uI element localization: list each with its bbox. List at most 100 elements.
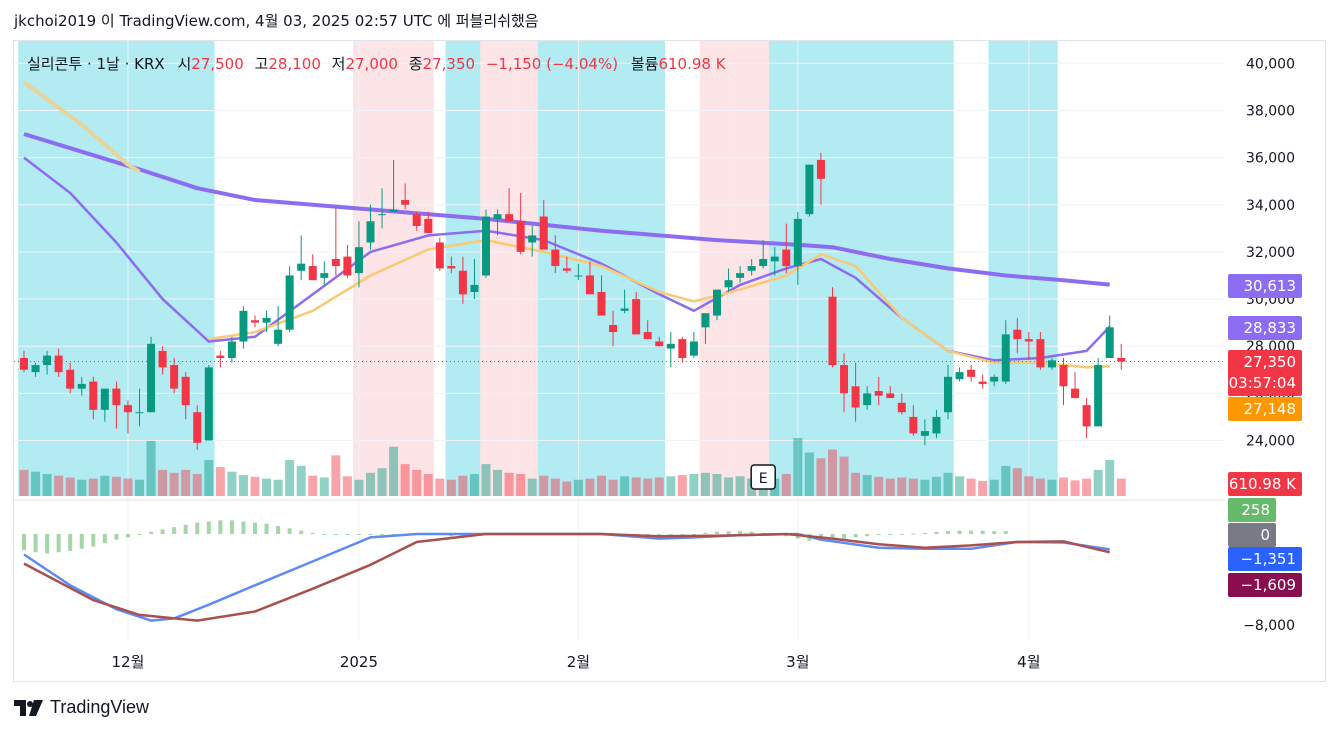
candle xyxy=(851,362,860,422)
macd-histogram-bar xyxy=(842,534,847,539)
candle xyxy=(1059,357,1068,406)
volume-bar xyxy=(1001,465,1011,496)
candle xyxy=(551,235,560,274)
candle xyxy=(666,332,675,368)
macd-histogram-bar xyxy=(206,521,211,534)
candle xyxy=(366,204,375,250)
time-tick-label: 3월 xyxy=(786,653,809,671)
macd-histogram-bar xyxy=(657,534,662,535)
publish-header: jkchoi2019 이 TradingView.com, 4월 03, 202… xyxy=(14,12,539,30)
candle xyxy=(978,374,987,389)
price-tick-label: 38,000 xyxy=(1246,103,1295,119)
earnings-marker: E xyxy=(750,464,776,490)
candle-body xyxy=(528,235,537,243)
candle xyxy=(458,256,467,304)
volume-bar xyxy=(319,477,329,496)
candle-body xyxy=(20,357,28,370)
candle-body xyxy=(574,275,583,277)
macd-histogram-bar xyxy=(922,532,927,534)
candle xyxy=(482,209,490,278)
candle xyxy=(1105,315,1114,358)
candle-body xyxy=(1094,365,1103,427)
candle xyxy=(66,362,75,394)
volume-bar xyxy=(562,481,572,496)
candle-body xyxy=(343,256,352,276)
close-label: 종 xyxy=(408,55,423,73)
macd-histogram-bar xyxy=(68,534,73,552)
macd-histogram-bar xyxy=(715,531,719,534)
candle-body xyxy=(724,280,733,288)
candle xyxy=(354,221,363,288)
candle-body xyxy=(1013,329,1022,340)
candle xyxy=(897,393,906,415)
candle-body xyxy=(609,324,618,333)
candle-body xyxy=(458,270,467,295)
macd-axis-label-text: 258 xyxy=(1241,501,1270,519)
macd-histogram-bar xyxy=(172,527,177,534)
candle-body xyxy=(204,367,213,441)
candle xyxy=(470,258,479,300)
candle xyxy=(285,266,294,333)
candle-body xyxy=(77,383,86,389)
candle-body xyxy=(158,350,167,368)
candle xyxy=(447,256,456,274)
time-tick-label: 2025 xyxy=(340,653,378,671)
candle xyxy=(435,237,444,271)
macd-histogram-bar xyxy=(310,532,315,534)
price-axis-label: 30,613 xyxy=(1228,274,1302,298)
candle-body xyxy=(100,388,109,410)
candle xyxy=(770,247,779,276)
candle-body xyxy=(990,376,999,382)
volume-bar xyxy=(527,478,537,496)
volume-bar xyxy=(1059,477,1068,496)
candle xyxy=(77,376,86,396)
volume-bar xyxy=(446,479,456,496)
macd-histogram-bar xyxy=(888,534,893,535)
volume-bar xyxy=(955,476,965,496)
volume-bar xyxy=(308,475,318,496)
candle-body xyxy=(643,332,652,340)
macd-histogram-bar xyxy=(91,534,96,547)
volume-bar xyxy=(516,473,526,496)
candle xyxy=(736,266,745,283)
earnings-marker-box xyxy=(750,464,776,490)
volume-bar xyxy=(585,478,595,496)
candle xyxy=(689,332,698,358)
volume-bar xyxy=(181,469,191,496)
candle-body xyxy=(874,390,883,396)
macd-axis-label-box xyxy=(1228,523,1276,547)
candle xyxy=(412,211,421,231)
macd-axis-label: −1,609 xyxy=(1228,573,1302,597)
volume-bar xyxy=(989,479,999,496)
candle xyxy=(147,336,156,413)
candle xyxy=(401,183,410,210)
candle-body xyxy=(805,164,814,215)
volume-value: 610.98 K xyxy=(658,55,726,73)
volume-bar xyxy=(423,473,433,496)
candle-body xyxy=(216,355,225,358)
candle xyxy=(170,357,179,394)
candle-body xyxy=(597,291,606,316)
volume-bar xyxy=(654,477,664,496)
candle-body xyxy=(297,263,306,271)
candle-body xyxy=(759,258,768,267)
macd-histogram-bar xyxy=(691,534,696,535)
candle xyxy=(909,405,918,436)
candle xyxy=(89,376,98,420)
macd-histogram-bar xyxy=(356,534,361,535)
change-value: −1,150 (−4.04%) xyxy=(485,55,619,73)
volume-bar xyxy=(250,476,260,496)
macd-axis-label: −1,351 xyxy=(1228,547,1302,571)
candle-body xyxy=(401,200,410,205)
tradingview-logo[interactable]: TradingView xyxy=(14,697,149,718)
candle xyxy=(331,207,340,276)
time-tick-label: 2월 xyxy=(567,653,590,671)
macd-histogram-bar xyxy=(333,534,338,535)
candle xyxy=(1036,332,1045,370)
candle xyxy=(54,348,63,377)
macd-histogram-bar xyxy=(322,534,327,535)
candle xyxy=(1071,372,1080,399)
volume-bar xyxy=(597,475,606,496)
candle-body xyxy=(713,289,721,316)
